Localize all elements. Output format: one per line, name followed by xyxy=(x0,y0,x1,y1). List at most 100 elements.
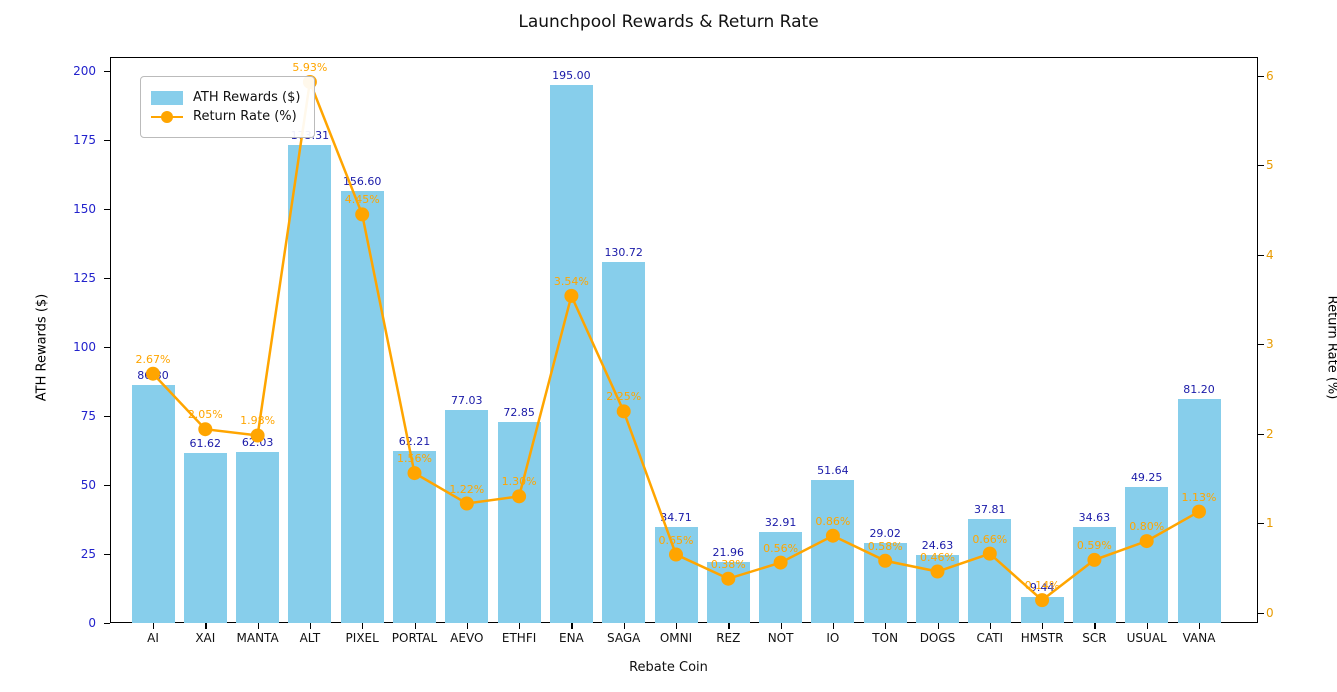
left-tick-mark xyxy=(104,347,110,349)
bar-alt xyxy=(288,144,332,623)
left-tick-mark xyxy=(104,209,110,211)
return-rate-label: 0.56% xyxy=(763,541,799,555)
x-tick-mark xyxy=(1199,623,1201,629)
x-axis-title: Rebate Coin xyxy=(629,660,708,675)
x-tick-mark xyxy=(205,623,207,629)
xtick-label-ethfi: ETHFI xyxy=(501,631,537,645)
return-rate-label: 0.14% xyxy=(1024,579,1060,593)
xtick-label-ai: AI xyxy=(147,631,159,645)
bar-value-label: 62.21 xyxy=(398,435,431,449)
xtick-label-manta: MANTA xyxy=(236,631,279,645)
bar-value-label: 49.25 xyxy=(1130,471,1163,485)
bar-pixel xyxy=(340,190,384,623)
legend-label-line: Return Rate (%) xyxy=(193,109,297,124)
xtick-label-omni: OMNI xyxy=(659,631,693,645)
return-rate-label: 4.45% xyxy=(344,193,380,207)
bar-ai xyxy=(131,384,175,623)
return-rate-label: 0.59% xyxy=(1076,538,1112,552)
bar-value-label: 72.85 xyxy=(503,405,535,419)
x-tick-mark xyxy=(728,623,730,629)
right-ytick-label: 0 xyxy=(1266,605,1274,620)
bar-value-label: 156.60 xyxy=(342,174,382,188)
bar-rez xyxy=(706,562,750,623)
left-tick-mark xyxy=(104,140,110,142)
left-tick-mark xyxy=(104,485,110,487)
right-tick-mark xyxy=(1258,165,1264,167)
right-tick-mark xyxy=(1258,523,1264,525)
return-rate-label: 5.93% xyxy=(292,60,328,74)
right-tick-mark xyxy=(1258,75,1264,77)
left-ytick-label: 200 xyxy=(73,64,96,78)
left-tick-mark xyxy=(104,554,110,556)
right-ytick-label: 4 xyxy=(1266,247,1274,262)
x-tick-mark xyxy=(780,623,782,629)
right-ytick-label: 3 xyxy=(1266,337,1274,352)
bar-xai xyxy=(183,452,227,623)
return-rate-label: 0.80% xyxy=(1129,520,1165,534)
xtick-label-vana: VANA xyxy=(1182,631,1216,645)
bar-manta xyxy=(236,451,280,623)
return-rate-label: 0.66% xyxy=(972,532,1008,546)
left-ytick-label: 25 xyxy=(80,547,96,561)
left-tick-mark xyxy=(104,278,110,280)
right-ytick-label: 6 xyxy=(1266,68,1274,83)
x-tick-mark xyxy=(989,623,992,629)
xtick-label-xai: XAI xyxy=(195,631,216,645)
legend-label-bars: ATH Rewards ($) xyxy=(193,90,301,105)
xtick-label-rez: REZ xyxy=(716,631,741,645)
x-tick-mark xyxy=(257,623,259,629)
x-tick-mark xyxy=(466,623,469,629)
xtick-label-usual: USUAL xyxy=(1126,631,1167,645)
x-tick-mark xyxy=(937,623,939,629)
x-tick-mark xyxy=(1042,623,1044,629)
right-ytick-label: 2 xyxy=(1266,426,1274,441)
legend: ATH Rewards ($) Return Rate (%) xyxy=(140,76,316,138)
left-ytick-label: 0 xyxy=(88,616,96,630)
right-tick-mark xyxy=(1258,612,1264,614)
right-tick-mark xyxy=(1258,254,1264,256)
x-tick-mark xyxy=(1094,623,1096,629)
bar-dogs xyxy=(916,555,959,623)
right-tick-mark xyxy=(1258,433,1264,435)
bar-aevo xyxy=(445,410,489,623)
xtick-label-portal: PORTAL xyxy=(391,631,438,645)
legend-entry-line: Return Rate (%) xyxy=(151,109,300,124)
return-rate-label: 0.38% xyxy=(710,557,746,571)
return-rate-label: 1.13% xyxy=(1181,490,1217,504)
bar-value-label: 37.81 xyxy=(974,502,1006,516)
left-ytick-label: 150 xyxy=(73,202,96,216)
xtick-label-ton: TON xyxy=(872,631,899,645)
x-tick-mark xyxy=(414,623,416,629)
right-ytick-label: 5 xyxy=(1266,158,1274,173)
chart-title: Launchpool Rewards & Return Rate xyxy=(518,12,819,32)
xtick-label-pixel: PIXEL xyxy=(345,631,379,645)
left-ytick-label: 125 xyxy=(73,271,96,285)
legend-entry-bars: ATH Rewards ($) xyxy=(151,90,300,105)
return-rate-label: 0.65% xyxy=(658,533,694,547)
right-tick-mark xyxy=(1258,344,1264,346)
bar-ena xyxy=(549,84,593,623)
bar-value-label: 34.71 xyxy=(660,511,692,525)
xtick-label-aevo: AEVO xyxy=(450,631,484,645)
bar-value-label: 130.72 xyxy=(604,246,643,260)
x-tick-mark xyxy=(571,623,573,629)
xtick-label-io: IO xyxy=(826,631,840,645)
bar-value-label: 62.03 xyxy=(241,435,274,449)
bar-portal xyxy=(393,451,436,623)
xtick-label-scr: SCR xyxy=(1082,631,1107,645)
x-tick-mark xyxy=(153,623,155,629)
xtick-label-dogs: DOGS xyxy=(919,631,956,645)
return-rate-label: 2.25% xyxy=(606,390,642,404)
x-tick-mark xyxy=(676,623,678,629)
bar-value-label: 86.30 xyxy=(137,368,169,382)
left-ytick-label: 100 xyxy=(73,340,96,354)
x-tick-mark xyxy=(832,623,835,629)
left-tick-mark xyxy=(104,623,110,625)
return-rate-label: 1.56% xyxy=(397,452,432,466)
xtick-label-ena: ENA xyxy=(559,631,584,645)
left-ytick-label: 50 xyxy=(80,478,96,492)
xtick-label-alt: ALT xyxy=(299,631,321,645)
bar-io xyxy=(811,480,855,623)
right-axis-title: Return Rate (%) xyxy=(1324,295,1337,400)
